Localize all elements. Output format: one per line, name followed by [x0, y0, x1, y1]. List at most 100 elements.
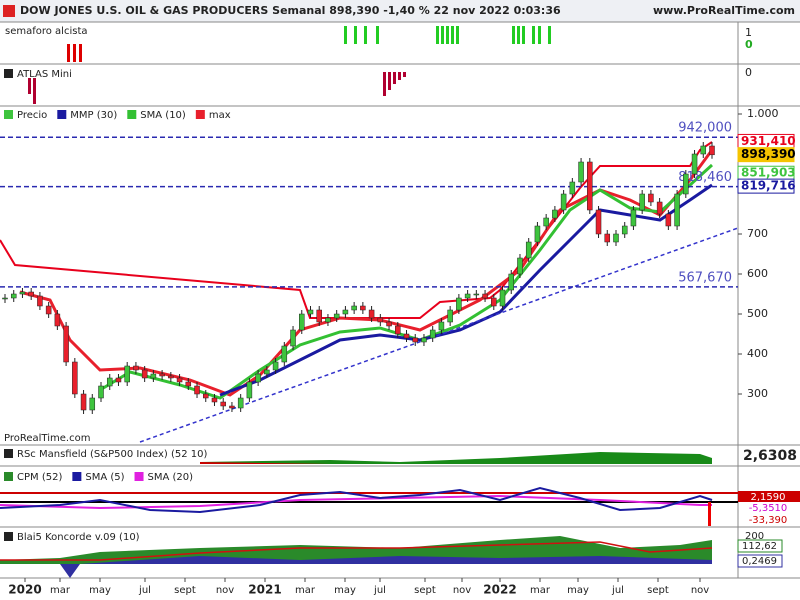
candle [525, 241, 532, 259]
candle [37, 295, 43, 307]
candle [141, 369, 148, 379]
legend-label: SMA (5) [85, 472, 124, 483]
x-tick-label: sept [174, 585, 196, 596]
x-tick-label: 2022 [483, 583, 516, 597]
candle [80, 393, 87, 411]
candle [709, 145, 715, 156]
candle [674, 193, 680, 227]
price-tag-label: 931,410 [741, 134, 796, 148]
x-tick-label: mar [295, 585, 316, 596]
legend-swatch [72, 472, 82, 481]
candle [299, 313, 305, 331]
axis-label: 0,2469 [742, 556, 777, 567]
candle [98, 385, 104, 399]
axis-label: 0 [745, 66, 752, 79]
candle [587, 161, 593, 211]
candle [176, 377, 183, 383]
legend-swatch [4, 449, 13, 458]
candle [517, 257, 523, 275]
y-tick-label: 700 [747, 227, 768, 240]
price-tag-label: 851,903 [741, 166, 796, 180]
watermark: ProRealTime.com [4, 433, 90, 444]
legend-label: CPM (52) [17, 472, 62, 483]
panel-label: semaforo alcista [5, 26, 88, 37]
candle [194, 385, 200, 395]
level-label: 942,000 [678, 121, 732, 136]
cpm-value: -5,3510 [749, 503, 788, 514]
candle [395, 325, 401, 335]
candle [595, 209, 602, 235]
x-tick-label: mar [50, 585, 71, 596]
candle [578, 161, 584, 183]
cpm-value: -33,390 [749, 515, 788, 526]
candle [115, 377, 122, 383]
candle [604, 233, 611, 243]
candle [429, 329, 436, 339]
axis-label: 200 [745, 531, 764, 542]
atlas-bars [28, 72, 406, 104]
candle [456, 297, 462, 311]
header-bar [0, 0, 800, 22]
candle [168, 375, 174, 379]
candle [211, 397, 218, 403]
candle [648, 193, 654, 203]
price-legend: Precio MMP (30) SMA (10) max [4, 110, 231, 121]
y-tick-label: 600 [747, 267, 768, 280]
legend-swatch [134, 472, 144, 481]
candle [656, 201, 663, 215]
legend-swatch [4, 472, 13, 481]
axis-label: 1 [745, 26, 752, 39]
candle [124, 365, 130, 383]
candle [683, 173, 689, 195]
x-tick-label: 2020 [8, 583, 41, 597]
cpm-value: 2,1590 [751, 492, 786, 503]
x-tick-label: jul [373, 585, 386, 596]
mmp-line [99, 163, 714, 400]
y-tick-label: 1.000 [747, 107, 779, 120]
price-tag-label: 819,716 [741, 179, 796, 193]
candle [316, 309, 322, 323]
candle [333, 313, 340, 319]
candle [691, 153, 698, 175]
candle [19, 291, 26, 295]
signal-bars [67, 44, 82, 62]
panel-label: RSc Mansfield (S&P500 Index) (52 10) [17, 449, 208, 460]
legend-swatch [127, 110, 137, 119]
tag [737, 539, 783, 553]
tag [737, 554, 783, 568]
price-marks: 1.000 700 600 500 400 300 942,000 818,460 567,67… [0, 107, 796, 414]
candle [508, 273, 514, 291]
legend-label: SMA (20) [148, 472, 194, 483]
candle [220, 401, 226, 407]
x-tick-label: may [334, 585, 356, 596]
candle [150, 373, 157, 379]
candle [159, 373, 165, 377]
candle [325, 317, 331, 323]
candle [185, 381, 192, 387]
candle [290, 329, 296, 347]
candle [473, 293, 480, 296]
price-tag [737, 147, 795, 163]
legend-swatch [195, 110, 205, 119]
candle [342, 309, 349, 315]
price-tag-label: 898,390 [741, 147, 796, 161]
candle [246, 381, 253, 399]
candle [630, 209, 637, 227]
max-line [0, 141, 713, 319]
candle [613, 233, 619, 243]
candle [54, 313, 61, 327]
signal-bars [344, 26, 551, 44]
panel-label: Blai5 Koncorde v.09 (10) [17, 532, 140, 543]
x-tick-label: 2021 [248, 583, 281, 597]
candle [2, 297, 8, 300]
x-tick-label: nov [691, 585, 709, 596]
legend-swatch [4, 69, 13, 78]
candle [229, 405, 235, 409]
x-tick-label: sept [414, 585, 436, 596]
x-tick-label: may [89, 585, 111, 596]
tag [738, 491, 800, 502]
legend-swatch [4, 532, 13, 541]
candle [569, 181, 576, 195]
x-tick-label: nov [453, 585, 471, 596]
